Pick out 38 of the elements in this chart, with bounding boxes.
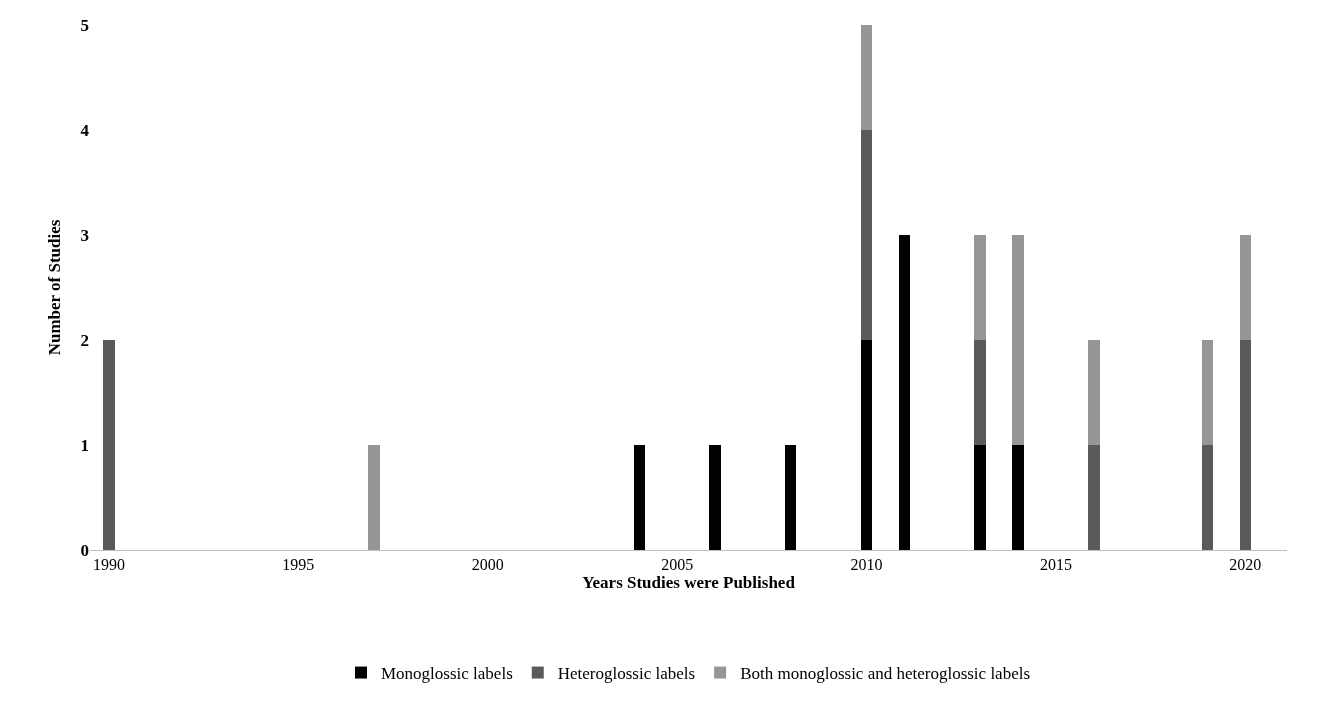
- legend-label: Monoglossic labels: [381, 664, 513, 684]
- x-tick-label: 2010: [850, 556, 883, 574]
- bar: [1240, 340, 1251, 550]
- bar: [1012, 235, 1024, 445]
- bar: [368, 445, 380, 550]
- bar: [785, 445, 796, 550]
- y-tick-label: 5: [80, 15, 89, 35]
- y-tick-label: 1: [80, 435, 89, 455]
- legend-label: Heteroglossic labels: [557, 664, 696, 684]
- x-tick-label: 2005: [661, 556, 694, 574]
- x-tick-label: 2015: [1039, 556, 1072, 574]
- y-tick-label: 4: [80, 120, 90, 140]
- x-tick-label: 1995: [282, 556, 315, 574]
- x-tick-label: 2000: [471, 556, 504, 574]
- y-tick-label: 3: [80, 225, 89, 245]
- x-tick-label: 1990: [92, 556, 125, 574]
- bar: [861, 25, 872, 130]
- bar: [1088, 340, 1100, 445]
- bar: [1240, 235, 1251, 340]
- bar: [861, 340, 872, 550]
- x-axis-title: Years Studies were Published: [582, 573, 796, 593]
- x-tick-label: 2020: [1229, 556, 1262, 574]
- bar: [634, 445, 645, 550]
- bar: [974, 340, 986, 445]
- bar: [103, 340, 115, 550]
- legend-label: Both monoglossic and heteroglossic labels: [740, 664, 1031, 684]
- y-axis-title: Number of Studies: [45, 219, 65, 356]
- bar: [1012, 445, 1024, 550]
- y-tick-label: 0: [80, 540, 89, 560]
- y-tick-label: 2: [80, 330, 89, 350]
- bar: [899, 235, 910, 550]
- bar: [974, 235, 986, 340]
- bar: [861, 130, 872, 340]
- bar: [1202, 340, 1213, 445]
- bar: [709, 445, 721, 550]
- bar: [1088, 445, 1100, 550]
- bar: [1202, 445, 1213, 550]
- bar: [974, 445, 986, 550]
